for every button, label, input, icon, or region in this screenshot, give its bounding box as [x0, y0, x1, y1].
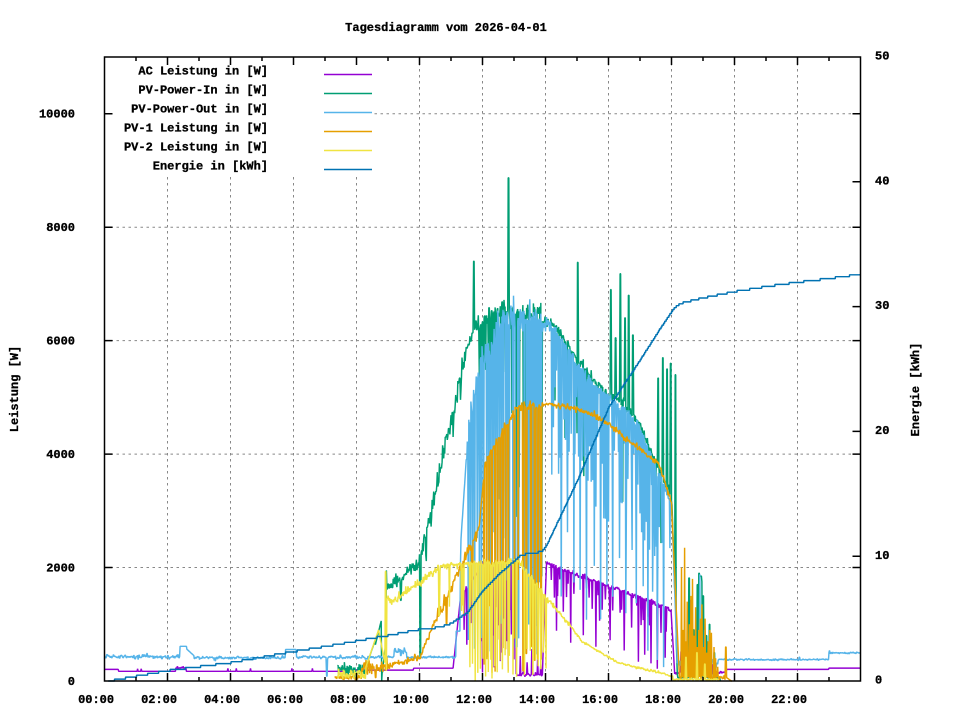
svg-text:10: 10 — [875, 549, 889, 563]
svg-text:0: 0 — [68, 675, 75, 689]
svg-text:8000: 8000 — [46, 221, 75, 235]
svg-text:16:00: 16:00 — [582, 693, 618, 707]
svg-text:08:00: 08:00 — [330, 693, 366, 707]
svg-text:6000: 6000 — [46, 335, 75, 349]
svg-text:40: 40 — [875, 174, 889, 188]
svg-text:PV-Power-In in [W]: PV-Power-In in [W] — [138, 84, 268, 98]
svg-text:PV-Power-Out in [W]: PV-Power-Out in [W] — [131, 103, 268, 117]
svg-text:0: 0 — [875, 674, 882, 688]
svg-text:50: 50 — [875, 50, 889, 64]
svg-text:20:00: 20:00 — [708, 693, 744, 707]
svg-text:00:00: 00:00 — [78, 693, 114, 707]
svg-text:06:00: 06:00 — [267, 693, 303, 707]
svg-text:2000: 2000 — [46, 562, 75, 576]
svg-text:Tagesdiagramm vom 2026-04-01: Tagesdiagramm vom 2026-04-01 — [345, 21, 547, 35]
svg-text:10:00: 10:00 — [393, 693, 429, 707]
svg-text:Energie in [kWh]: Energie in [kWh] — [153, 160, 268, 174]
svg-text:18:00: 18:00 — [645, 693, 681, 707]
svg-text:AC Leistung in [W]: AC Leistung in [W] — [138, 65, 268, 79]
svg-text:14:00: 14:00 — [519, 693, 555, 707]
svg-text:30: 30 — [875, 299, 889, 313]
svg-text:PV-2 Leistung in [W]: PV-2 Leistung in [W] — [124, 141, 268, 155]
svg-text:Energie [kWh]: Energie [kWh] — [909, 343, 923, 437]
svg-text:02:00: 02:00 — [141, 693, 177, 707]
svg-text:12:00: 12:00 — [456, 693, 492, 707]
svg-text:10000: 10000 — [39, 108, 75, 122]
svg-text:22:00: 22:00 — [771, 693, 807, 707]
svg-text:20: 20 — [875, 424, 889, 438]
svg-text:Leistung [W]: Leistung [W] — [8, 346, 22, 432]
svg-text:PV-1 Leistung in [W]: PV-1 Leistung in [W] — [124, 122, 268, 136]
svg-text:04:00: 04:00 — [204, 693, 240, 707]
svg-text:4000: 4000 — [46, 448, 75, 462]
